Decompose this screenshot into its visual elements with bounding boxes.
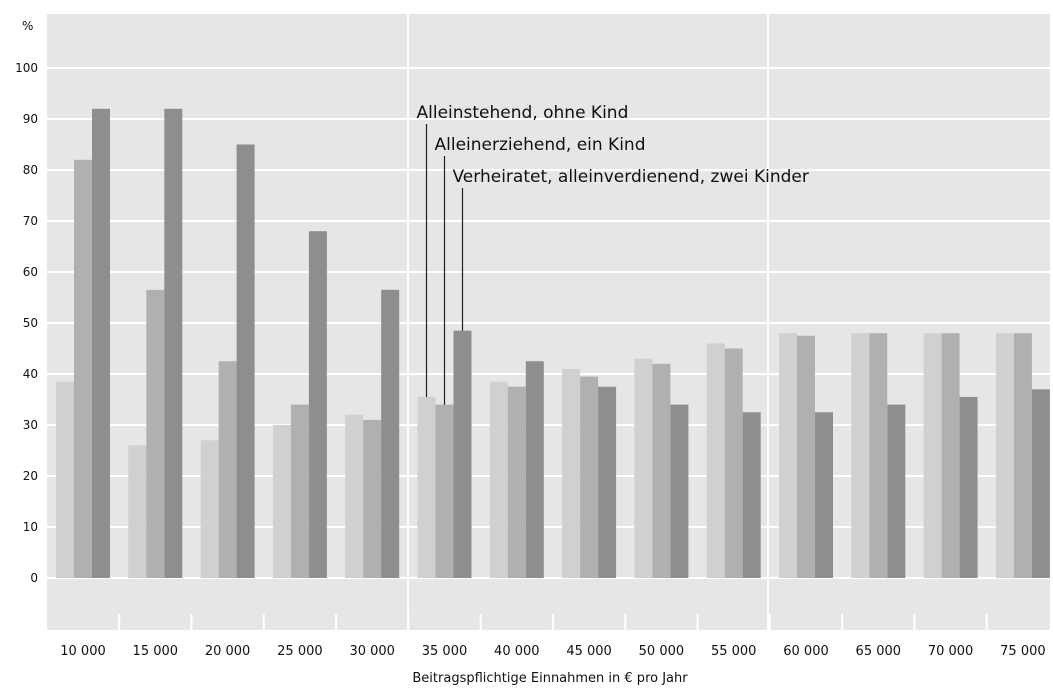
bar xyxy=(381,289,400,578)
bar xyxy=(218,361,237,578)
y-tick-label: 80 xyxy=(23,163,38,177)
bar xyxy=(815,412,833,578)
x-tick-label: 45 000 xyxy=(566,644,612,659)
bar xyxy=(1031,389,1050,578)
x-tick-label: 75 000 xyxy=(1000,644,1046,659)
bar xyxy=(851,333,870,578)
bar xyxy=(507,386,526,578)
bar xyxy=(236,144,255,578)
y-tick-label: 50 xyxy=(23,316,38,330)
bar xyxy=(580,376,599,578)
y-tick-label: 30 xyxy=(23,418,38,432)
bars-layer xyxy=(56,108,1050,579)
bar xyxy=(56,381,74,578)
x-tick-labels: 10 000 15 000 20 000 25 000 30 000 35 000 40 0… xyxy=(60,644,1045,659)
bar xyxy=(887,404,906,578)
bar xyxy=(652,363,671,578)
bar xyxy=(345,414,364,578)
bar xyxy=(941,333,960,578)
bar xyxy=(272,425,291,578)
bar xyxy=(797,335,815,578)
bar xyxy=(779,333,797,578)
bar xyxy=(164,108,183,579)
bar xyxy=(634,358,653,578)
series-annotation-label: Alleinstehend, ohne Kind xyxy=(417,103,629,123)
bar xyxy=(92,108,110,579)
bar xyxy=(706,343,725,578)
y-tick-label: 100 xyxy=(15,61,38,75)
y-tick-label: 70 xyxy=(23,214,38,228)
y-tick-label: 0 xyxy=(30,571,38,585)
x-tick-label: 70 000 xyxy=(928,644,974,659)
bar xyxy=(146,289,165,578)
y-tick-label: 20 xyxy=(23,469,38,483)
series-annotations: Alleinstehend, ohne Kind Alleinerziehend,… xyxy=(417,103,809,405)
bar xyxy=(742,412,761,578)
y-tick-label: 10 xyxy=(23,520,38,534)
y-tick-label: 90 xyxy=(23,112,38,126)
series-annotation-label: Verheiratet, alleinverdienend, zwei Kind… xyxy=(453,167,809,187)
x-tick-label: 65 000 xyxy=(856,644,902,659)
y-tick-label: 60 xyxy=(23,265,38,279)
x-tick-label: 55 000 xyxy=(711,644,757,659)
bar xyxy=(670,404,689,578)
bar xyxy=(417,396,436,578)
x-tick-label: 20 000 xyxy=(205,644,251,659)
bar xyxy=(562,368,581,578)
bar xyxy=(869,333,888,578)
x-axis-title: Beitragspflichtige Einnahmen in € pro Ja… xyxy=(412,671,688,686)
bar xyxy=(363,419,382,578)
y-unit-label: % xyxy=(22,19,33,33)
y-tick-labels: 0 10 20 30 40 50 60 70 80 90 100 xyxy=(15,61,38,585)
x-tick-label: 25 000 xyxy=(277,644,323,659)
y-tick-label: 40 xyxy=(23,367,38,381)
x-tick-label: 30 000 xyxy=(349,644,395,659)
x-tick-label: 60 000 xyxy=(783,644,829,659)
bar xyxy=(200,440,219,578)
series-annotation-label: Alleinerziehend, ein Kind xyxy=(435,135,646,155)
x-tick-label: 10 000 xyxy=(60,644,106,659)
bar xyxy=(923,333,942,578)
bar xyxy=(525,361,544,578)
bar xyxy=(724,348,743,578)
bar xyxy=(489,381,508,578)
x-tick-label: 15 000 xyxy=(133,644,179,659)
bar xyxy=(453,330,472,578)
x-tick-label: 50 000 xyxy=(639,644,685,659)
bar xyxy=(598,386,617,578)
bar xyxy=(74,159,92,579)
bar xyxy=(959,396,978,578)
x-tick-label: 40 000 xyxy=(494,644,540,659)
x-tick-label: 35 000 xyxy=(422,644,468,659)
bar xyxy=(290,404,309,578)
bar xyxy=(308,231,327,578)
bar xyxy=(435,404,454,578)
bar xyxy=(995,333,1014,578)
bar xyxy=(128,445,147,578)
bar xyxy=(1013,333,1032,578)
